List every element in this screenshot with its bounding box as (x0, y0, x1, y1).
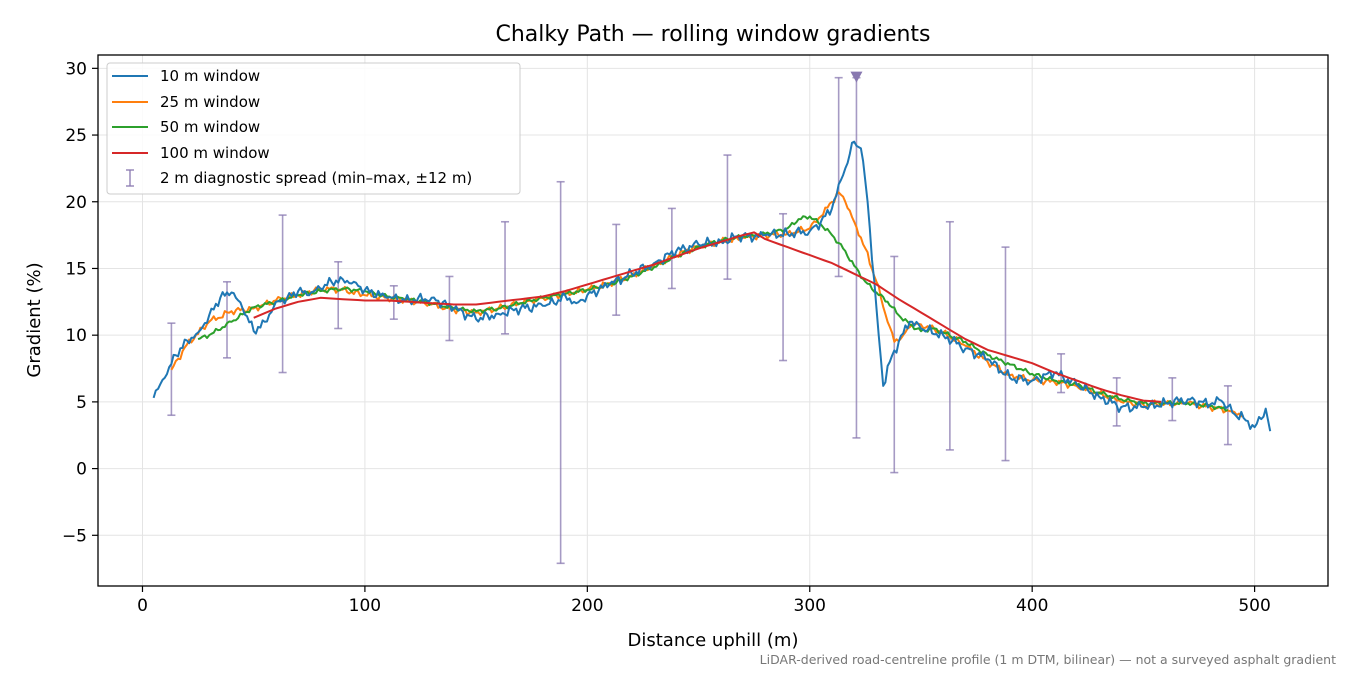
y-tick-label: 20 (65, 193, 87, 213)
footnote: LiDAR-derived road-centreline profile (1… (760, 652, 1336, 667)
errorbar (1168, 377, 1177, 422)
x-axis-label: Distance uphill (m) (628, 630, 799, 651)
errorbar (1001, 246, 1010, 462)
y-tick-label: 5 (76, 393, 87, 413)
errorbar (852, 76, 861, 439)
legend-label: 25 m window (160, 93, 260, 111)
x-tick-label: 300 (794, 596, 826, 616)
errorbar (779, 212, 788, 362)
x-tick-label: 100 (349, 596, 381, 616)
errorbar (723, 154, 732, 280)
plot-frame (97, 54, 1329, 587)
peak-marker-layer (850, 71, 863, 83)
errorbar (1223, 385, 1232, 446)
axis-ticks: 0 100 200 300 400 500 −5 0 5 10 15 20 25 30 (62, 59, 1271, 616)
y-tick-label: −5 (62, 526, 87, 546)
y-tick-label: 0 (76, 460, 87, 480)
legend-label: 50 m window (160, 118, 260, 136)
x-tick-label: 500 (1238, 596, 1270, 616)
y-tick-label: 25 (65, 126, 87, 146)
legend-label: 100 m window (160, 144, 270, 162)
x-tick-label: 400 (1016, 596, 1048, 616)
legend-label: 10 m window (160, 67, 260, 85)
errorbar (501, 220, 510, 335)
errorbar (556, 180, 565, 565)
legend: 10 m window 25 m window 50 m window 100 m w… (106, 62, 521, 195)
y-tick-label: 30 (65, 59, 87, 79)
x-tick-label: 0 (137, 596, 148, 616)
errorbar (667, 207, 676, 290)
series-line-10-m-window (152, 140, 1272, 432)
legend-errorbar-swatch (126, 169, 134, 187)
peak-marker (850, 71, 863, 83)
legend-box (106, 62, 521, 195)
y-tick-label: 10 (65, 326, 87, 346)
errorbar (389, 285, 398, 320)
errorbar (612, 223, 621, 316)
errorbar (890, 255, 899, 474)
series-lines (152, 140, 1272, 432)
errorbar (223, 281, 232, 359)
errorbar (1112, 377, 1121, 427)
errorbar (278, 214, 287, 374)
y-axis-label: Gradient (%) (24, 262, 45, 377)
x-tick-label: 200 (571, 596, 603, 616)
series-line-100-m-window (253, 231, 1162, 403)
errorbars (167, 76, 1232, 565)
legend-items: 10 m window 25 m window 50 m window 100 m w… (112, 67, 472, 187)
legend-label: 2 m diagnostic spread (min–max, ±12 m) (160, 169, 472, 187)
y-tick-label: 15 (65, 259, 87, 279)
errorbar (334, 260, 343, 330)
chart-title: Chalky Path — rolling window gradients (495, 22, 930, 47)
